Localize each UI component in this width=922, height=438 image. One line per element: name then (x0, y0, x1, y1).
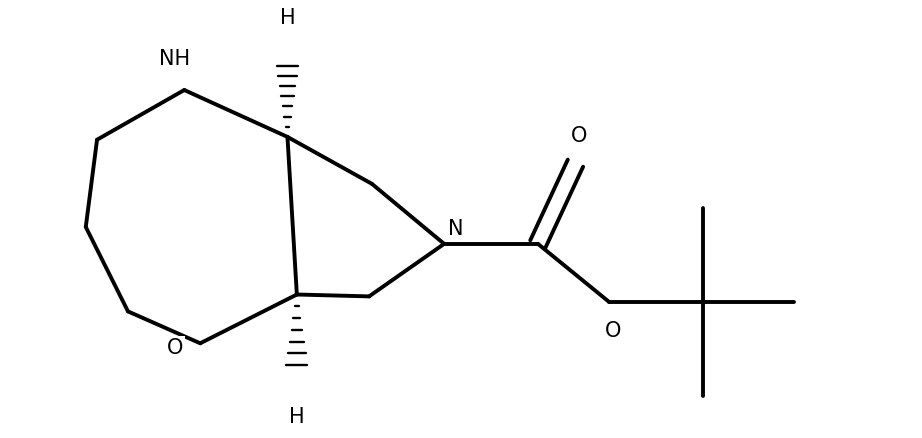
Text: N: N (448, 219, 464, 239)
Text: H: H (279, 8, 295, 28)
Text: O: O (167, 338, 183, 358)
Text: H: H (289, 407, 304, 427)
Text: NH: NH (160, 49, 191, 69)
Text: O: O (605, 321, 621, 341)
Text: O: O (571, 126, 587, 146)
